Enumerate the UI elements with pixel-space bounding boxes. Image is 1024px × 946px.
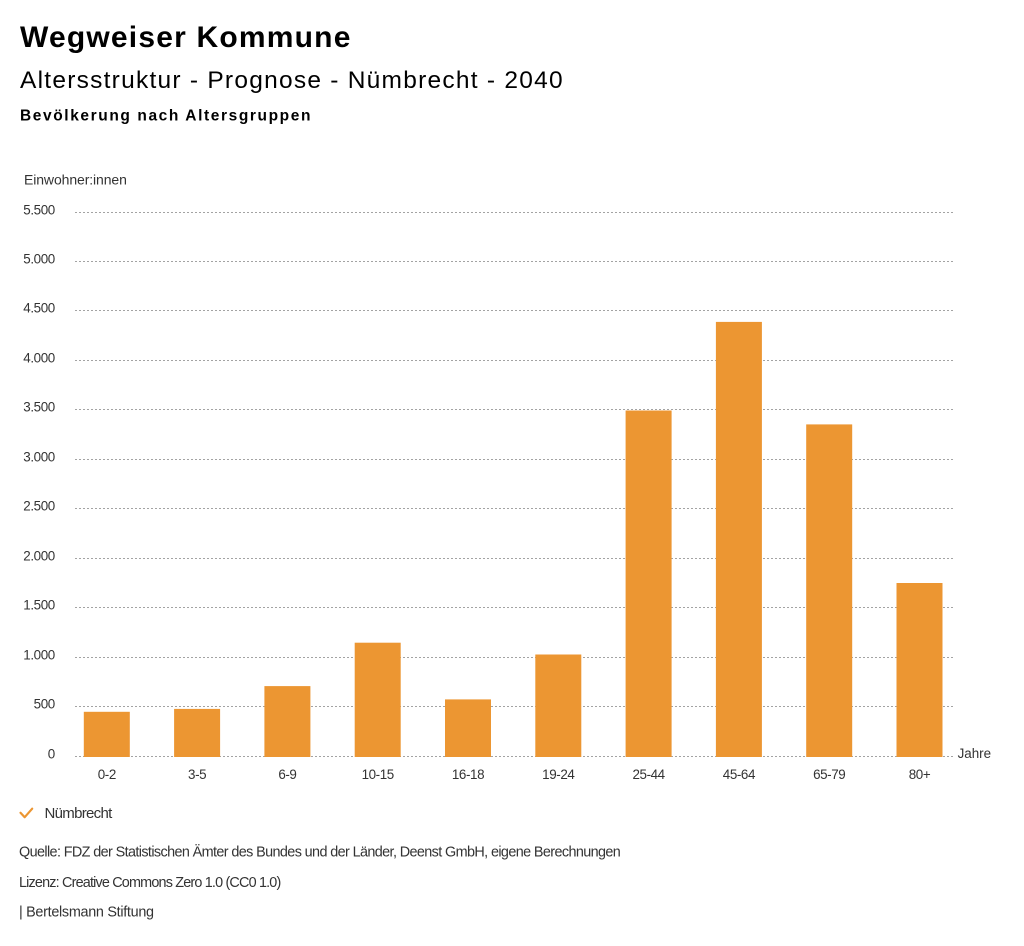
svg-text:16-18: 16-18 — [452, 767, 484, 782]
svg-text:Einwohner:innen: Einwohner:innen — [24, 172, 127, 188]
svg-text:3.000: 3.000 — [23, 450, 55, 465]
svg-text:0: 0 — [48, 747, 55, 762]
svg-text:Bevölkerung nach Altersgruppen: Bevölkerung nach Altersgruppen — [20, 107, 312, 124]
svg-text:Lizenz: Creative Commons Zero: Lizenz: Creative Commons Zero 1.0 (CC0 1… — [19, 875, 280, 891]
svg-text:80+: 80+ — [909, 767, 931, 782]
svg-text:4.000: 4.000 — [23, 351, 55, 366]
svg-text:19-24: 19-24 — [542, 767, 575, 782]
svg-text:65-79: 65-79 — [813, 767, 845, 782]
svg-text:Jahre: Jahre — [958, 746, 992, 761]
svg-text:500: 500 — [34, 697, 55, 712]
svg-text:6-9: 6-9 — [278, 767, 296, 782]
svg-text:2.500: 2.500 — [23, 499, 55, 514]
svg-text:5.000: 5.000 — [23, 252, 55, 267]
svg-text:2.000: 2.000 — [23, 549, 55, 564]
svg-text:| Bertelsmann Stiftung: | Bertelsmann Stiftung — [19, 904, 154, 920]
svg-text:1.000: 1.000 — [23, 648, 55, 663]
svg-text:10-15: 10-15 — [362, 767, 394, 782]
svg-text:Wegweiser Kommune: Wegweiser Kommune — [20, 21, 352, 54]
svg-text:3-5: 3-5 — [188, 767, 206, 782]
svg-text:25-44: 25-44 — [632, 767, 665, 782]
svg-text:Quelle: FDZ der Statistischen: Quelle: FDZ der Statistischen Ämter des … — [19, 843, 621, 860]
svg-text:Altersstruktur - Prognose - Nü: Altersstruktur - Prognose - Nümbrecht - … — [20, 67, 564, 94]
svg-text:5.500: 5.500 — [23, 203, 55, 218]
svg-text:45-64: 45-64 — [723, 767, 756, 782]
svg-text:0-2: 0-2 — [98, 767, 116, 782]
svg-text:1.500: 1.500 — [23, 598, 55, 613]
svg-text:4.500: 4.500 — [23, 301, 55, 316]
svg-text:3.500: 3.500 — [23, 400, 55, 415]
svg-text:Nümbrecht: Nümbrecht — [45, 805, 114, 822]
